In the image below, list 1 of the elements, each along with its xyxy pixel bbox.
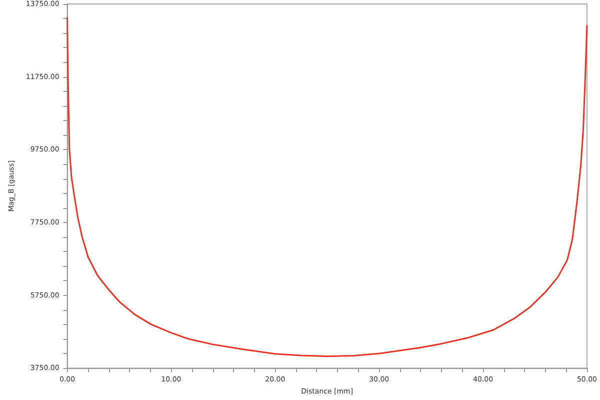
line-series xyxy=(66,16,588,357)
